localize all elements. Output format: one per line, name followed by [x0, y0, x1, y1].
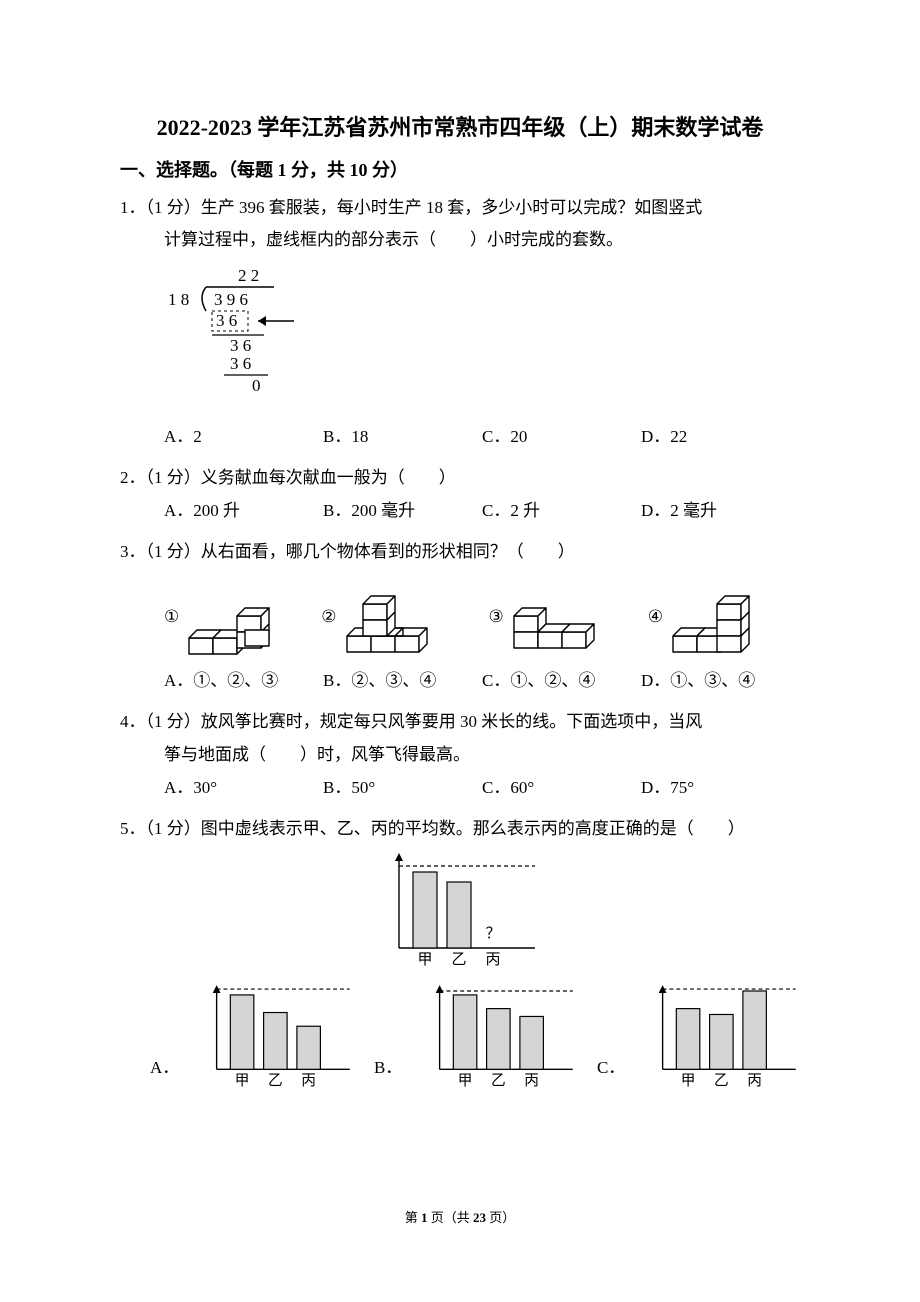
footer-page-total: 23 — [473, 1210, 486, 1225]
q5-main-chart: 甲 乙 ？ 丙 — [381, 853, 539, 968]
footer-pre: 第 — [405, 1210, 421, 1225]
q1-option-b[interactable]: B．18 — [323, 420, 482, 454]
footer-mid: 页（共 — [427, 1210, 473, 1225]
q2-options: A．200 升 B．200 毫升 C．2 升 D．2 毫升 — [120, 494, 800, 528]
q5-text: 5．（1 分）图中虚线表示甲、乙、丙的平均数。那么表示丙的高度正确的是（ ） — [120, 813, 800, 845]
q2-option-d[interactable]: D．2 毫升 — [641, 494, 800, 528]
q5-option-charts: A． 甲 乙 丙 B． 甲 乙 丙 C． 甲 乙 丙 — [120, 984, 800, 1090]
q2-option-c[interactable]: C．2 升 — [482, 494, 641, 528]
svg-text:3 6: 3 6 — [230, 336, 251, 355]
svg-text:丙: 丙 — [748, 1073, 763, 1089]
q5-main-chart-row: 甲 乙 ？ 丙 — [120, 853, 800, 968]
svg-text:甲: 甲 — [235, 1073, 250, 1089]
q5-option-c-label[interactable]: C． — [597, 1052, 625, 1090]
question-4: 4．（1 分）放风筝比赛时，规定每只风筝要用 30 米长的线。下面选项中，当风 … — [120, 706, 800, 805]
q3-option-b[interactable]: B．②、③、④ — [323, 664, 482, 698]
q4-text-line1: 4．（1 分）放风筝比赛时，规定每只风筝要用 30 米长的线。下面选项中，当风 — [120, 706, 800, 738]
svg-text:0: 0 — [252, 376, 261, 395]
q5-chart-a: 甲乙丙 — [199, 984, 354, 1090]
svg-text:丙: 丙 — [485, 952, 500, 968]
footer-post: 页） — [486, 1210, 515, 1225]
q3-option-c[interactable]: C．①、②、④ — [482, 664, 641, 698]
svg-text:乙: 乙 — [268, 1073, 283, 1089]
q4-option-a[interactable]: A．30° — [164, 771, 323, 805]
q3-option-a[interactable]: A．①、②、③ — [164, 664, 323, 698]
q3-options: A．①、②、③ B．②、③、④ C．①、②、④ D．①、③、④ — [120, 664, 800, 698]
q4-option-b[interactable]: B．50° — [323, 771, 482, 805]
q1-text-line2: 计算过程中，虚线框内的部分表示（ ）小时完成的套数。 — [120, 224, 800, 256]
q5-chart-c: 甲乙丙 — [645, 984, 800, 1090]
svg-text:2 2: 2 2 — [238, 266, 259, 285]
q5-chart-b: 甲乙丙 — [422, 984, 577, 1090]
q3-cube-figures: ① — [120, 578, 800, 656]
q3-text: 3．（1 分）从右面看，哪几个物体看到的形状相同？（ ） — [120, 536, 800, 568]
svg-text:甲: 甲 — [681, 1073, 696, 1089]
page-footer: 第 1 页（共 23 页） — [0, 1207, 920, 1226]
question-1: 1．（1 分）生产 396 套服装，每小时生产 18 套，多少小时可以完成？如图… — [120, 192, 800, 454]
svg-text:丙: 丙 — [302, 1073, 317, 1089]
cube-figure-1-icon — [185, 578, 295, 656]
cube-figure-4-icon — [669, 578, 781, 656]
question-2: 2．（1 分）义务献血每次献血一般为（ ） A．200 升 B．200 毫升 C… — [120, 462, 800, 528]
q4-options: A．30° B．50° C．60° D．75° — [120, 771, 800, 805]
q4-option-c[interactable]: C．60° — [482, 771, 641, 805]
q1-long-division: 2 2 1 8 3 9 6 3 6 3 6 3 6 0 — [120, 263, 800, 412]
q3-label-3: ③ — [489, 601, 504, 633]
q3-cube-4: ④ — [648, 578, 781, 656]
long-division-figure: 2 2 1 8 3 9 6 3 6 3 6 3 6 0 — [164, 263, 334, 401]
question-5: 5．（1 分）图中虚线表示甲、乙、丙的平均数。那么表示丙的高度正确的是（ ） 甲… — [120, 813, 800, 1090]
svg-text:3 6: 3 6 — [230, 354, 251, 373]
q4-text-line2: 筝与地面成（ ）时，风筝飞得最高。 — [120, 739, 800, 771]
q5-option-b-label[interactable]: B． — [374, 1052, 402, 1090]
exam-page: 2022-2023 学年江苏省苏州市常熟市四年级（上）期末数学试卷 一、选择题。… — [0, 0, 920, 1302]
svg-text:丙: 丙 — [525, 1073, 540, 1089]
svg-text:乙: 乙 — [451, 952, 466, 968]
q3-label-2: ② — [321, 601, 336, 633]
q3-option-d[interactable]: D．①、③、④ — [641, 664, 800, 698]
q3-label-1: ① — [164, 601, 179, 633]
q1-option-a[interactable]: A．2 — [164, 420, 323, 454]
question-3: 3．（1 分）从右面看，哪几个物体看到的形状相同？（ ） ① — [120, 536, 800, 698]
svg-text:乙: 乙 — [714, 1073, 729, 1089]
page-title: 2022-2023 学年江苏省苏州市常熟市四年级（上）期末数学试卷 — [120, 110, 800, 142]
q5-option-a-label[interactable]: A． — [150, 1052, 179, 1090]
cube-figure-2-icon — [343, 578, 463, 656]
svg-text:3 6: 3 6 — [216, 311, 237, 330]
q1-options: A．2 B．18 C．20 D．22 — [120, 420, 800, 454]
q2-option-b[interactable]: B．200 毫升 — [323, 494, 482, 528]
q2-option-a[interactable]: A．200 升 — [164, 494, 323, 528]
section-1-header: 一、选择题。（每题 1 分，共 10 分） — [120, 156, 800, 182]
svg-text:？: ？ — [485, 926, 500, 942]
cube-figure-3-icon — [510, 578, 622, 656]
q3-cube-2: ② — [321, 578, 462, 656]
q1-text-line1: 1．（1 分）生产 396 套服装，每小时生产 18 套，多少小时可以完成？如图… — [120, 192, 800, 224]
q1-option-c[interactable]: C．20 — [482, 420, 641, 454]
svg-text:乙: 乙 — [491, 1073, 506, 1089]
q4-option-d[interactable]: D．75° — [641, 771, 800, 805]
q3-cube-1: ① — [164, 578, 295, 656]
svg-text:1 8: 1 8 — [168, 290, 189, 309]
svg-text:甲: 甲 — [458, 1073, 473, 1089]
svg-text:甲: 甲 — [417, 952, 432, 968]
svg-text:3 9 6: 3 9 6 — [214, 290, 248, 309]
q3-cube-3: ③ — [489, 578, 622, 656]
q2-text: 2．（1 分）义务献血每次献血一般为（ ） — [120, 462, 800, 494]
q3-label-4: ④ — [648, 601, 663, 633]
q1-option-d[interactable]: D．22 — [641, 420, 800, 454]
